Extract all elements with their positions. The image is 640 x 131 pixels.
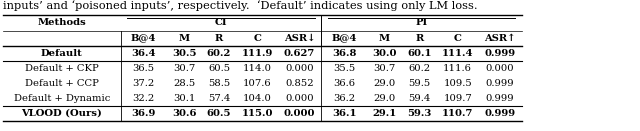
Text: Default + CKP: Default + CKP	[25, 64, 99, 73]
Text: 32.2: 32.2	[132, 94, 155, 103]
Text: 29.0: 29.0	[373, 79, 396, 88]
Text: Methods: Methods	[38, 18, 86, 28]
Text: ASR↑: ASR↑	[484, 34, 516, 43]
Text: 0.000: 0.000	[285, 94, 314, 103]
Text: 30.0: 30.0	[372, 49, 397, 58]
Text: 111.9: 111.9	[241, 49, 273, 58]
Text: 29.1: 29.1	[372, 109, 397, 118]
Text: 36.5: 36.5	[132, 64, 155, 73]
Text: 30.7: 30.7	[173, 64, 195, 73]
Text: 0.627: 0.627	[284, 49, 315, 58]
Text: Default: Default	[41, 49, 83, 58]
Text: B@4: B@4	[131, 34, 156, 43]
Text: C: C	[253, 34, 261, 43]
Text: M: M	[379, 34, 390, 43]
Text: 36.6: 36.6	[333, 79, 355, 88]
Text: 0.999: 0.999	[484, 49, 515, 58]
Text: inputs’ and ‘poisoned inputs’, respectively.  ‘Default’ indicates using only LM : inputs’ and ‘poisoned inputs’, respectiv…	[3, 0, 477, 11]
Text: 0.999: 0.999	[486, 79, 515, 88]
Text: 110.7: 110.7	[442, 109, 474, 118]
Text: 59.3: 59.3	[407, 109, 431, 118]
Text: 37.2: 37.2	[132, 79, 155, 88]
Text: 36.9: 36.9	[131, 109, 156, 118]
Text: 30.5: 30.5	[172, 49, 196, 58]
Text: 109.7: 109.7	[444, 94, 472, 103]
Text: 36.8: 36.8	[332, 49, 356, 58]
Text: 111.6: 111.6	[444, 64, 472, 73]
Text: 30.7: 30.7	[373, 64, 396, 73]
Text: 60.2: 60.2	[408, 64, 431, 73]
Text: 60.2: 60.2	[207, 49, 231, 58]
Text: 115.0: 115.0	[241, 109, 273, 118]
Text: 36.1: 36.1	[332, 109, 356, 118]
Text: 0.852: 0.852	[285, 79, 314, 88]
Text: 104.0: 104.0	[243, 94, 271, 103]
Text: C: C	[454, 34, 461, 43]
Text: 36.4: 36.4	[131, 49, 156, 58]
Text: 111.4: 111.4	[442, 49, 474, 58]
Text: 0.000: 0.000	[486, 64, 515, 73]
Text: 60.5: 60.5	[207, 109, 231, 118]
Text: R: R	[415, 34, 424, 43]
Text: 58.5: 58.5	[208, 79, 230, 88]
Text: 0.000: 0.000	[285, 64, 314, 73]
Text: 60.1: 60.1	[407, 49, 432, 58]
Text: 0.999: 0.999	[486, 94, 515, 103]
Text: 109.5: 109.5	[444, 79, 472, 88]
Text: 0.999: 0.999	[484, 109, 515, 118]
Text: 107.6: 107.6	[243, 79, 271, 88]
Text: Default + Dynamic: Default + Dynamic	[13, 94, 110, 103]
Text: 29.0: 29.0	[373, 94, 396, 103]
Text: 36.2: 36.2	[333, 94, 355, 103]
Text: R: R	[215, 34, 223, 43]
Text: 28.5: 28.5	[173, 79, 195, 88]
Text: 57.4: 57.4	[208, 94, 230, 103]
Text: VLOOD (Ours): VLOOD (Ours)	[21, 109, 102, 118]
Text: 59.4: 59.4	[408, 94, 431, 103]
Text: PI: PI	[415, 18, 428, 28]
Text: 0.000: 0.000	[284, 109, 316, 118]
Text: ASR↓: ASR↓	[284, 34, 316, 43]
Text: B@4: B@4	[332, 34, 356, 43]
Text: 30.6: 30.6	[172, 109, 196, 118]
Text: 35.5: 35.5	[333, 64, 355, 73]
Text: 59.5: 59.5	[408, 79, 431, 88]
Text: CI: CI	[214, 18, 227, 28]
Text: 114.0: 114.0	[243, 64, 272, 73]
Text: M: M	[179, 34, 189, 43]
Text: 60.5: 60.5	[208, 64, 230, 73]
Text: 30.1: 30.1	[173, 94, 195, 103]
Text: Default + CCP: Default + CCP	[25, 79, 99, 88]
